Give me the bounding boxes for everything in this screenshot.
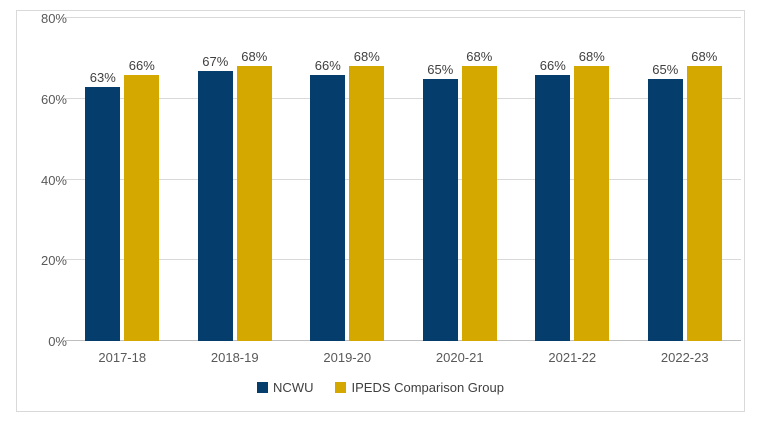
bar (647, 78, 683, 341)
bar-value-label: 68% (241, 49, 268, 65)
legend-item: NCWU (257, 381, 313, 394)
bar-column: 66% (535, 57, 571, 341)
plot-area: 63% 66% 67% 68% 66% 68% 65% 68% 66% 68% 65% 68% (66, 17, 741, 341)
gridline (66, 97, 741, 99)
x-axis-category-label: 2018-19 (210, 350, 259, 365)
bar-value-label: 68% (578, 49, 605, 65)
legend: NCWU IPEDS Comparison Group (17, 381, 744, 394)
bar-group: 63% 66% (85, 57, 160, 341)
bar-column: 66% (310, 57, 346, 341)
bar-group: 67% 68% (197, 49, 272, 341)
chart-frame: 63% 66% 67% 68% 66% 68% 65% 68% 66% 68% 65% 68% 0% 2… (16, 10, 745, 412)
bar-group: 65% 68% (422, 49, 497, 341)
bar-value-label: 68% (466, 49, 493, 65)
bar-column: 65% (422, 61, 458, 341)
bar-column: 68% (686, 49, 722, 341)
y-axis-tick-label: 40% (40, 172, 67, 188)
y-axis-tick-label: 60% (40, 91, 67, 107)
bar-column: 68% (349, 49, 385, 341)
x-axis-category-label: 2021-22 (548, 350, 597, 365)
bar-value-label: 68% (353, 49, 380, 65)
bar-value-label: 63% (89, 69, 116, 85)
gridline (66, 259, 741, 261)
bar-column: 66% (124, 57, 160, 341)
x-axis-category-label: 2019-20 (323, 350, 372, 365)
bar (535, 74, 571, 341)
bar-column: 68% (574, 49, 610, 341)
bar-column: 68% (236, 49, 272, 341)
bar-value-label: 68% (691, 49, 718, 65)
gridline (66, 17, 741, 18)
bar-value-label: 66% (539, 57, 566, 73)
bar-value-label: 65% (427, 61, 454, 77)
bar-value-label: 66% (314, 57, 341, 73)
bar-column: 63% (85, 69, 121, 341)
legend-swatch-icon (257, 382, 269, 393)
bar (574, 66, 610, 341)
bar-group: 66% 68% (535, 49, 610, 341)
bar-column: 65% (647, 61, 683, 341)
bar (349, 66, 385, 341)
legend-item: IPEDS Comparison Group (335, 380, 504, 395)
y-axis-tick-label: 0% (48, 334, 67, 349)
bar (422, 78, 458, 341)
legend-swatch-icon (335, 382, 347, 393)
y-axis-tick-label: 20% (40, 253, 67, 269)
bar (461, 66, 497, 341)
y-axis-tick-label: 80% (40, 11, 67, 26)
bar-group: 66% 68% (310, 49, 385, 341)
bar (686, 66, 722, 341)
bar (124, 74, 160, 341)
bar (85, 86, 121, 341)
legend-label: IPEDS Comparison Group (351, 380, 504, 395)
bar-value-label: 65% (652, 61, 679, 77)
legend-label: NCWU (273, 380, 314, 395)
gridline (66, 178, 741, 180)
bars-layer: 63% 66% 67% 68% 66% 68% 65% 68% 66% 68% 65% 68% (66, 18, 741, 341)
x-axis-category-label: 2020-21 (435, 350, 484, 365)
bar-group: 65% 68% (647, 49, 722, 341)
bar-value-label: 66% (128, 57, 155, 73)
x-axis-line (66, 340, 741, 341)
bar-value-label: 67% (202, 53, 229, 69)
bar (197, 70, 233, 341)
bar (236, 66, 272, 341)
bar-column: 67% (197, 53, 233, 341)
bar-column: 68% (461, 49, 497, 341)
x-axis: 2017-18 2018-19 2019-20 2020-21 2021-22 2022-… (66, 351, 741, 364)
x-axis-category-label: 2017-18 (98, 350, 147, 365)
x-axis-category-label: 2022-23 (660, 350, 709, 365)
bar (310, 74, 346, 341)
